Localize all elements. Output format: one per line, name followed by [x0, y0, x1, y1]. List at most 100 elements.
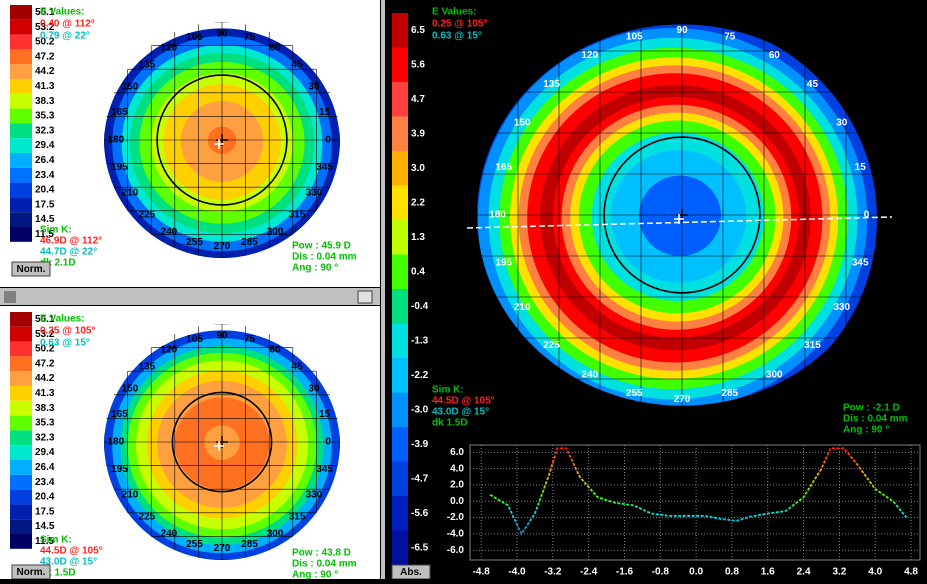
- x-tick-label: -2.4: [580, 567, 598, 578]
- scale-swatch: [10, 474, 32, 490]
- readout: Dis : 0.04 mm: [843, 414, 908, 425]
- scale-label: 50.2: [35, 37, 55, 48]
- scale-swatch: [10, 445, 32, 460]
- angle-label: 255: [186, 539, 203, 550]
- icon[interactable]: [4, 291, 16, 303]
- angle-label: 75: [724, 31, 736, 42]
- button[interactable]: [11, 261, 51, 277]
- scale-swatch: [392, 82, 408, 117]
- x-tick-label: -1.6: [616, 567, 634, 578]
- sim-k-value: 43.0D @ 15°: [40, 557, 97, 568]
- scale-swatch: [10, 108, 32, 124]
- scale-swatch: [10, 489, 32, 505]
- angle-label: 270: [214, 241, 231, 252]
- angle-label: 15: [319, 107, 331, 118]
- angle-label: 285: [241, 539, 258, 550]
- angle-label: 210: [514, 302, 531, 313]
- scale-swatch: [10, 227, 32, 242]
- angle-label: 30: [836, 117, 848, 128]
- scale-swatch: [10, 93, 32, 109]
- angle-label: 45: [807, 79, 819, 90]
- angle-label: 195: [111, 464, 128, 475]
- scale-swatch: [10, 64, 32, 79]
- scale-swatch: [10, 312, 32, 327]
- angle-label: 105: [186, 334, 203, 345]
- pupil-circle: [603, 136, 761, 294]
- angle-label: 240: [161, 227, 178, 238]
- button-label: Norm.: [17, 264, 46, 275]
- e-values-title: E Values:: [432, 7, 476, 18]
- scale-label: -1.3: [411, 335, 429, 346]
- angle-label: 30: [308, 82, 320, 93]
- y-tick-label: -4.0: [447, 529, 465, 540]
- y-tick-label: 0.0: [450, 496, 464, 507]
- scale-swatch: [10, 212, 32, 227]
- angle-label: 285: [241, 237, 258, 248]
- angle-label: 330: [306, 490, 323, 501]
- angle-label: 105: [186, 32, 203, 43]
- x-tick-label: 3.2: [832, 567, 846, 578]
- scale-label: -6.5: [411, 542, 429, 553]
- sim-k-value: 44.7D @ 22°: [40, 247, 97, 258]
- angle-label: 15: [855, 162, 867, 173]
- angle-label: 150: [514, 117, 531, 128]
- topo-map: [477, 24, 887, 406]
- angle-label: 0: [325, 437, 331, 448]
- scale-label: 32.3: [35, 432, 55, 443]
- x-tick-label: -4.8: [473, 567, 491, 578]
- angle-label: 30: [308, 384, 320, 395]
- scale-swatch: [10, 400, 32, 416]
- x-tick-label: 0.8: [725, 567, 739, 578]
- apex-cross: [214, 441, 224, 451]
- scale-swatch: [10, 197, 32, 213]
- angle-label: 255: [186, 237, 203, 248]
- scale-label: 11.5: [35, 229, 54, 240]
- angle-label: 330: [306, 188, 323, 199]
- scale-swatch: [10, 326, 32, 342]
- angle-label: 180: [489, 210, 506, 221]
- scale-swatch: [392, 323, 408, 358]
- scale-label: 50.2: [35, 344, 55, 355]
- sim-k-value: dk 2.1D: [40, 258, 76, 269]
- scale-swatch: [392, 254, 408, 289]
- angle-label: 210: [122, 490, 139, 501]
- scale-label: 23.4: [35, 170, 55, 181]
- scale-label: 53.2: [35, 329, 55, 340]
- scale-label: 20.4: [35, 492, 55, 503]
- y-tick-label: 6.0: [450, 447, 464, 458]
- pupil-circle: [171, 391, 273, 493]
- angle-label: 90: [216, 330, 228, 341]
- angle-label: 300: [267, 227, 284, 238]
- scale-swatch: [10, 341, 32, 357]
- scale-label: 3.9: [411, 128, 425, 139]
- angle-label: 195: [495, 257, 512, 268]
- angle-label: 180: [107, 135, 124, 146]
- sim-k-value: 43.0D @ 15°: [432, 407, 489, 418]
- readout: Ang : 90 °: [843, 425, 889, 436]
- icon[interactable]: [357, 290, 373, 304]
- scale-swatch: [10, 153, 32, 168]
- angle-label: 120: [161, 43, 178, 54]
- scale-label: 4.7: [411, 94, 425, 105]
- angle-label: 225: [543, 340, 560, 351]
- e-value: 0.40 @ 112°: [40, 19, 95, 30]
- scale-swatch: [392, 13, 408, 48]
- x-tick-label: -4.0: [508, 567, 526, 578]
- e-value: 0.25 @ 105°: [40, 326, 95, 337]
- button-label: Abs.: [400, 567, 422, 578]
- sim-k-value: 44.5D @ 105°: [432, 396, 495, 407]
- angle-label: 135: [543, 79, 560, 90]
- scale-label: 32.3: [35, 125, 55, 136]
- angle-label: 60: [270, 43, 282, 54]
- angle-label: 315: [289, 512, 306, 523]
- pupil-circle: [156, 74, 288, 206]
- scale-label: 29.4: [35, 140, 55, 151]
- angle-label: 150: [122, 384, 139, 395]
- readout: Pow : -2.1 D: [843, 403, 900, 414]
- scale-swatch: [392, 185, 408, 220]
- button-label: Norm.: [17, 567, 46, 578]
- angle-label: 315: [804, 340, 821, 351]
- angle-label: 90: [676, 25, 688, 36]
- angle-label: 75: [244, 334, 256, 345]
- x-tick-label: -0.8: [652, 567, 670, 578]
